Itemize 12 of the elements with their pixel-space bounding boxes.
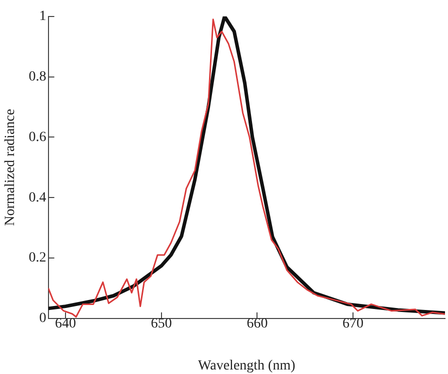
y-tick-label: 0.2 (28, 250, 46, 266)
y-axis-title: Normalized radiance (3, 108, 18, 226)
x-tick-label: 650 (150, 316, 172, 332)
x-tick-label: 670 (342, 316, 364, 332)
y-tick-label: 1 (39, 9, 46, 24)
y-tick-label: 0.4 (28, 190, 46, 206)
x-tick-label: 640 (55, 316, 76, 332)
y-tick-label: 0.6 (28, 130, 46, 145)
x-axis-title: Wavelength (nm) (198, 358, 296, 374)
y-tick-label: 0 (39, 311, 46, 326)
x-tick-label: 660 (246, 316, 268, 332)
y-tick-label: 0.8 (28, 69, 46, 84)
